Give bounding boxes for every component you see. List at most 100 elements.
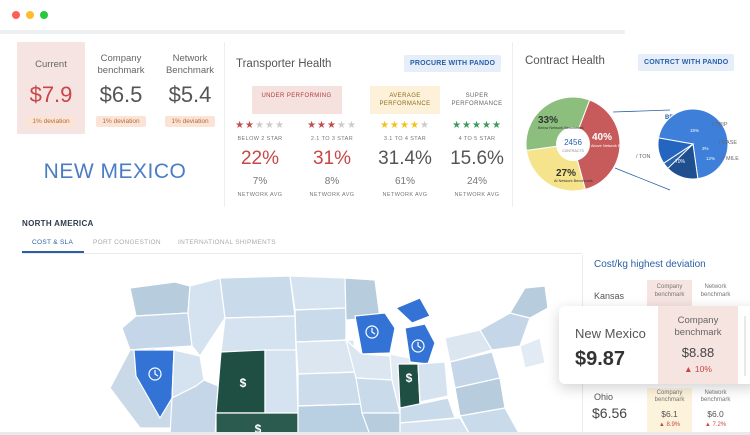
clock-icon[interactable] — [411, 339, 425, 353]
map-state[interactable] — [361, 412, 401, 435]
cost-row-state[interactable]: Kansas — [594, 291, 625, 301]
tier-range: 4 TO 5 STAR — [458, 136, 496, 142]
popup-company-benchmark: Company benchmark $8.88 ▲ 10% — [658, 306, 738, 384]
pie-center-label: CONTRACTS — [562, 149, 584, 153]
clock-icon[interactable] — [148, 367, 162, 381]
map-state-highlighted[interactable] — [133, 349, 175, 420]
map-state[interactable] — [264, 349, 299, 414]
mini-deviation: ▲ 7.2% — [704, 422, 727, 428]
slice-percent: 27% — [556, 168, 576, 179]
map-state[interactable] — [399, 417, 471, 435]
bottom-rule — [0, 432, 750, 435]
star-icon: ★ — [390, 120, 401, 131]
map-state[interactable] — [187, 277, 226, 358]
map-state[interactable] — [519, 337, 546, 369]
star-icon: ★ — [336, 120, 347, 131]
star-icon: ★ — [419, 120, 430, 131]
cost-row-network-benchmark: Network benchmark $6.0 ▲ 7.2% — [693, 388, 738, 432]
tier-percent: 22% — [240, 148, 280, 169]
region-name: NEW MEXICO — [43, 160, 187, 183]
contract-health-title: Contract Health — [525, 55, 605, 67]
map-state[interactable] — [294, 307, 347, 343]
dollar-icon[interactable]: $ — [255, 422, 262, 435]
star-icon: ★ — [255, 120, 265, 131]
slice-percent: 40% — [592, 132, 612, 143]
slice-label: Below Network Benchmark — [538, 126, 584, 130]
map-state[interactable] — [121, 312, 193, 351]
breakdown-percent: 12% — [706, 156, 715, 161]
tier-network-avg-label: NETWORK AVG — [309, 192, 355, 198]
star-rating: ★★★★★ — [225, 120, 295, 131]
map-state[interactable] — [297, 371, 363, 407]
contract-pie-slice[interactable] — [572, 99, 621, 190]
perf-group-super: SUPER PERFORMANCE — [442, 86, 512, 114]
contract-pie — [525, 96, 621, 192]
breakdown-pie-slice[interactable] — [657, 137, 695, 164]
perf-group-average: AVERAGE PERFORMANCE — [370, 86, 440, 114]
popup-company-label: Company benchmark — [674, 315, 722, 338]
slice-label: At Network Benchmark — [554, 179, 593, 183]
star-icon: ★ — [491, 120, 502, 131]
cost-row-value: $6.56 — [592, 405, 628, 421]
map-state[interactable] — [220, 315, 297, 353]
map-state[interactable] — [479, 312, 531, 351]
close-window-button[interactable] — [12, 11, 20, 19]
dollar-icon[interactable]: $ — [406, 371, 413, 385]
star-icon: ★ — [346, 120, 357, 131]
map-state[interactable] — [417, 361, 449, 403]
slice-label: Above Network Benchmark — [591, 144, 637, 148]
star-rating: ★★★★★ — [370, 120, 440, 131]
map-state[interactable] — [297, 403, 371, 435]
kpi-network-deviation: 1% deviation — [165, 116, 215, 127]
star-icon: ★ — [317, 120, 328, 131]
kpi-current-deviation: 1% deviation — [26, 116, 76, 127]
connector-line — [614, 167, 671, 191]
map-state-highlighted[interactable] — [394, 297, 431, 324]
popup-company-deviation: ▲ 10% — [684, 364, 712, 374]
pie-center-value: 2456 — [564, 138, 582, 147]
kpi-company-deviation: 1% deviation — [96, 116, 146, 127]
map-state[interactable] — [459, 407, 521, 435]
tier-range: 3.1 TO 4 STAR — [383, 136, 427, 142]
star-rating: ★★★★★ — [297, 120, 367, 131]
popup-company-value: $8.88 — [681, 345, 715, 360]
tab-cost-sla[interactable]: COST & SLA — [32, 239, 74, 246]
star-icon: ★ — [327, 120, 337, 131]
tier-network-avg-label: NETWORK AVG — [382, 192, 428, 198]
breakdown-percent: 70% — [675, 159, 686, 165]
tier-percent: 31% — [312, 148, 352, 169]
kpi-network-benchmark: Network Benchmark $5.4 1% deviation — [157, 42, 223, 134]
map-state-highlighted[interactable] — [215, 412, 299, 435]
map-state[interactable] — [219, 275, 296, 319]
popup-state-value: $9.87 — [575, 348, 626, 370]
tab-international-shipments[interactable]: INTERNATIONAL SHIPMENTS — [178, 239, 276, 246]
connector-line — [612, 109, 671, 113]
clock-icon[interactable] — [365, 325, 379, 339]
tier-network-avg: 24% — [466, 176, 487, 187]
state-detail-popup[interactable]: New Mexico $9.87 Company benchmark $8.88… — [559, 306, 750, 384]
slice-percent: 33% — [538, 115, 558, 126]
perf-group-under: UNDER PERFORMING — [225, 86, 368, 114]
procure-with-pando-button[interactable]: PROCURE WITH PANDO — [404, 55, 502, 72]
map-state[interactable] — [129, 281, 191, 317]
map-state[interactable] — [509, 285, 549, 319]
cost-row-company-benchmark: Company benchmark $6.1 ▲ 8.9% — [647, 388, 692, 432]
kpi-company-value: $6.5 — [99, 82, 143, 107]
transporter-health-title: Transporter Health — [236, 58, 332, 70]
map-state[interactable] — [289, 275, 347, 311]
tier-network-avg-label: NETWORK AVG — [454, 192, 500, 198]
contract-with-pando-button[interactable]: CONTRCT WITH PANDO — [638, 54, 735, 71]
star-icon: ★ — [452, 120, 463, 131]
star-icon: ★ — [380, 120, 391, 131]
star-icon: ★ — [235, 120, 246, 131]
map-state-highlighted[interactable] — [404, 323, 436, 365]
dollar-icon[interactable]: $ — [240, 376, 247, 390]
tabs-divider — [22, 253, 582, 254]
minimize-window-button[interactable] — [26, 11, 34, 19]
perf-group-label: AVERAGE PERFORMANCE — [370, 86, 440, 114]
maximize-window-button[interactable] — [40, 11, 48, 19]
tab-port-congestion[interactable]: PORT CONGESTION — [93, 239, 161, 246]
mini-label: Network benchmark — [700, 390, 731, 403]
tier-column: ★★★★★ 2.1 TO 3 STAR 31% 8% NETWORK AVG — [297, 120, 367, 198]
cost-row-state[interactable]: Ohio — [594, 392, 614, 402]
